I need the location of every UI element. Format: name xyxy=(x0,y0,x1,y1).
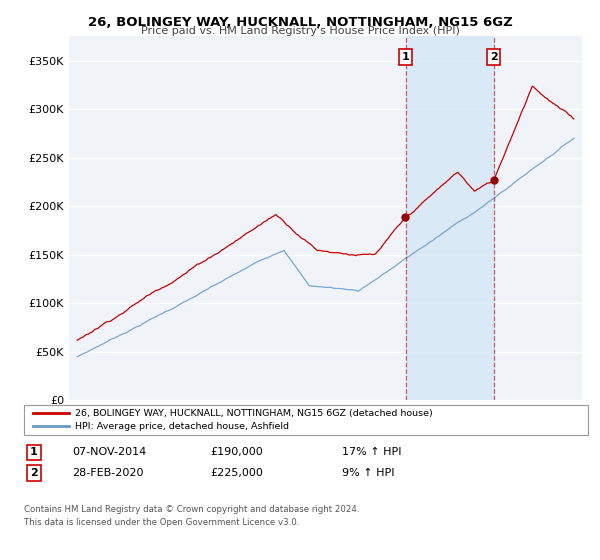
Text: 1: 1 xyxy=(30,447,38,458)
Text: 9% ↑ HPI: 9% ↑ HPI xyxy=(342,468,395,478)
Text: 2: 2 xyxy=(490,52,497,62)
Text: 26, BOLINGEY WAY, HUCKNALL, NOTTINGHAM, NG15 6GZ (detached house): 26, BOLINGEY WAY, HUCKNALL, NOTTINGHAM, … xyxy=(75,409,433,418)
Text: £225,000: £225,000 xyxy=(210,468,263,478)
Text: 1: 1 xyxy=(402,52,410,62)
Text: 26, BOLINGEY WAY, HUCKNALL, NOTTINGHAM, NG15 6GZ: 26, BOLINGEY WAY, HUCKNALL, NOTTINGHAM, … xyxy=(88,16,512,29)
Text: This data is licensed under the Open Government Licence v3.0.: This data is licensed under the Open Gov… xyxy=(24,518,299,527)
Text: Contains HM Land Registry data © Crown copyright and database right 2024.: Contains HM Land Registry data © Crown c… xyxy=(24,505,359,514)
Text: 2: 2 xyxy=(30,468,38,478)
Text: HPI: Average price, detached house, Ashfield: HPI: Average price, detached house, Ashf… xyxy=(75,422,289,431)
Text: £190,000: £190,000 xyxy=(210,447,263,458)
Text: Price paid vs. HM Land Registry's House Price Index (HPI): Price paid vs. HM Land Registry's House … xyxy=(140,26,460,36)
Text: 07-NOV-2014: 07-NOV-2014 xyxy=(72,447,146,458)
Text: 28-FEB-2020: 28-FEB-2020 xyxy=(72,468,143,478)
Text: 17% ↑ HPI: 17% ↑ HPI xyxy=(342,447,401,458)
Bar xyxy=(406,36,494,400)
